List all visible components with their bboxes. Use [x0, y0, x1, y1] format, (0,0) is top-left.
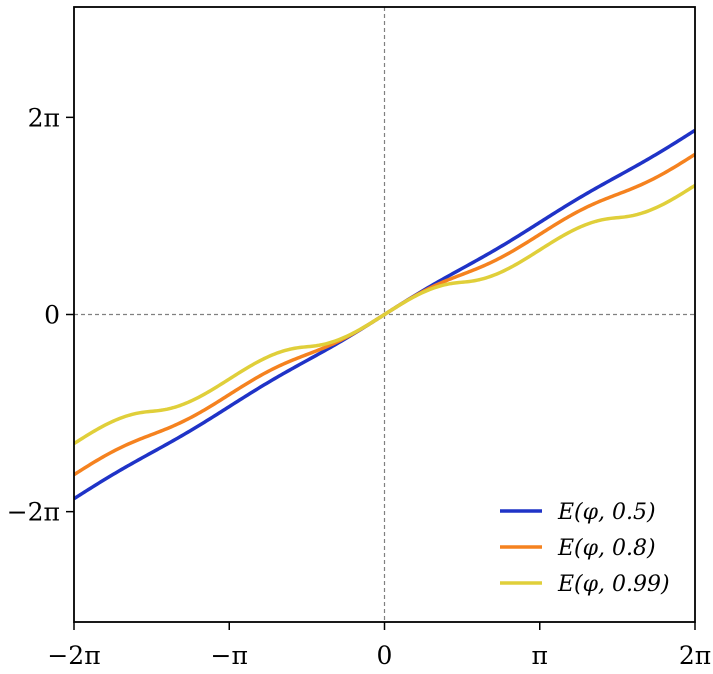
y-tick-label-0: 2π	[28, 103, 60, 132]
legend-label-0: E(φ, 0.5)	[557, 500, 656, 525]
y-tick-label-2: −2π	[7, 498, 60, 527]
series-line-2	[74, 183, 695, 446]
x-tick-label-2: 0	[377, 641, 393, 670]
y-tick-label-1: 0	[44, 301, 60, 330]
legend: E(φ, 0.5) E(φ, 0.8) E(φ, 0.99)	[500, 500, 670, 597]
axes: −2π −π 0 π 2π 2π 0 −2π	[7, 6, 711, 670]
plot-area	[74, 7, 695, 622]
legend-label-2: E(φ, 0.99)	[557, 572, 670, 597]
x-tick-label-0: −2π	[47, 641, 100, 670]
x-tick-label-4: 2π	[679, 641, 711, 670]
legend-label-1: E(φ, 0.8)	[557, 536, 656, 561]
x-tick-label-3: π	[532, 641, 548, 670]
x-tick-label-1: −π	[211, 641, 248, 670]
